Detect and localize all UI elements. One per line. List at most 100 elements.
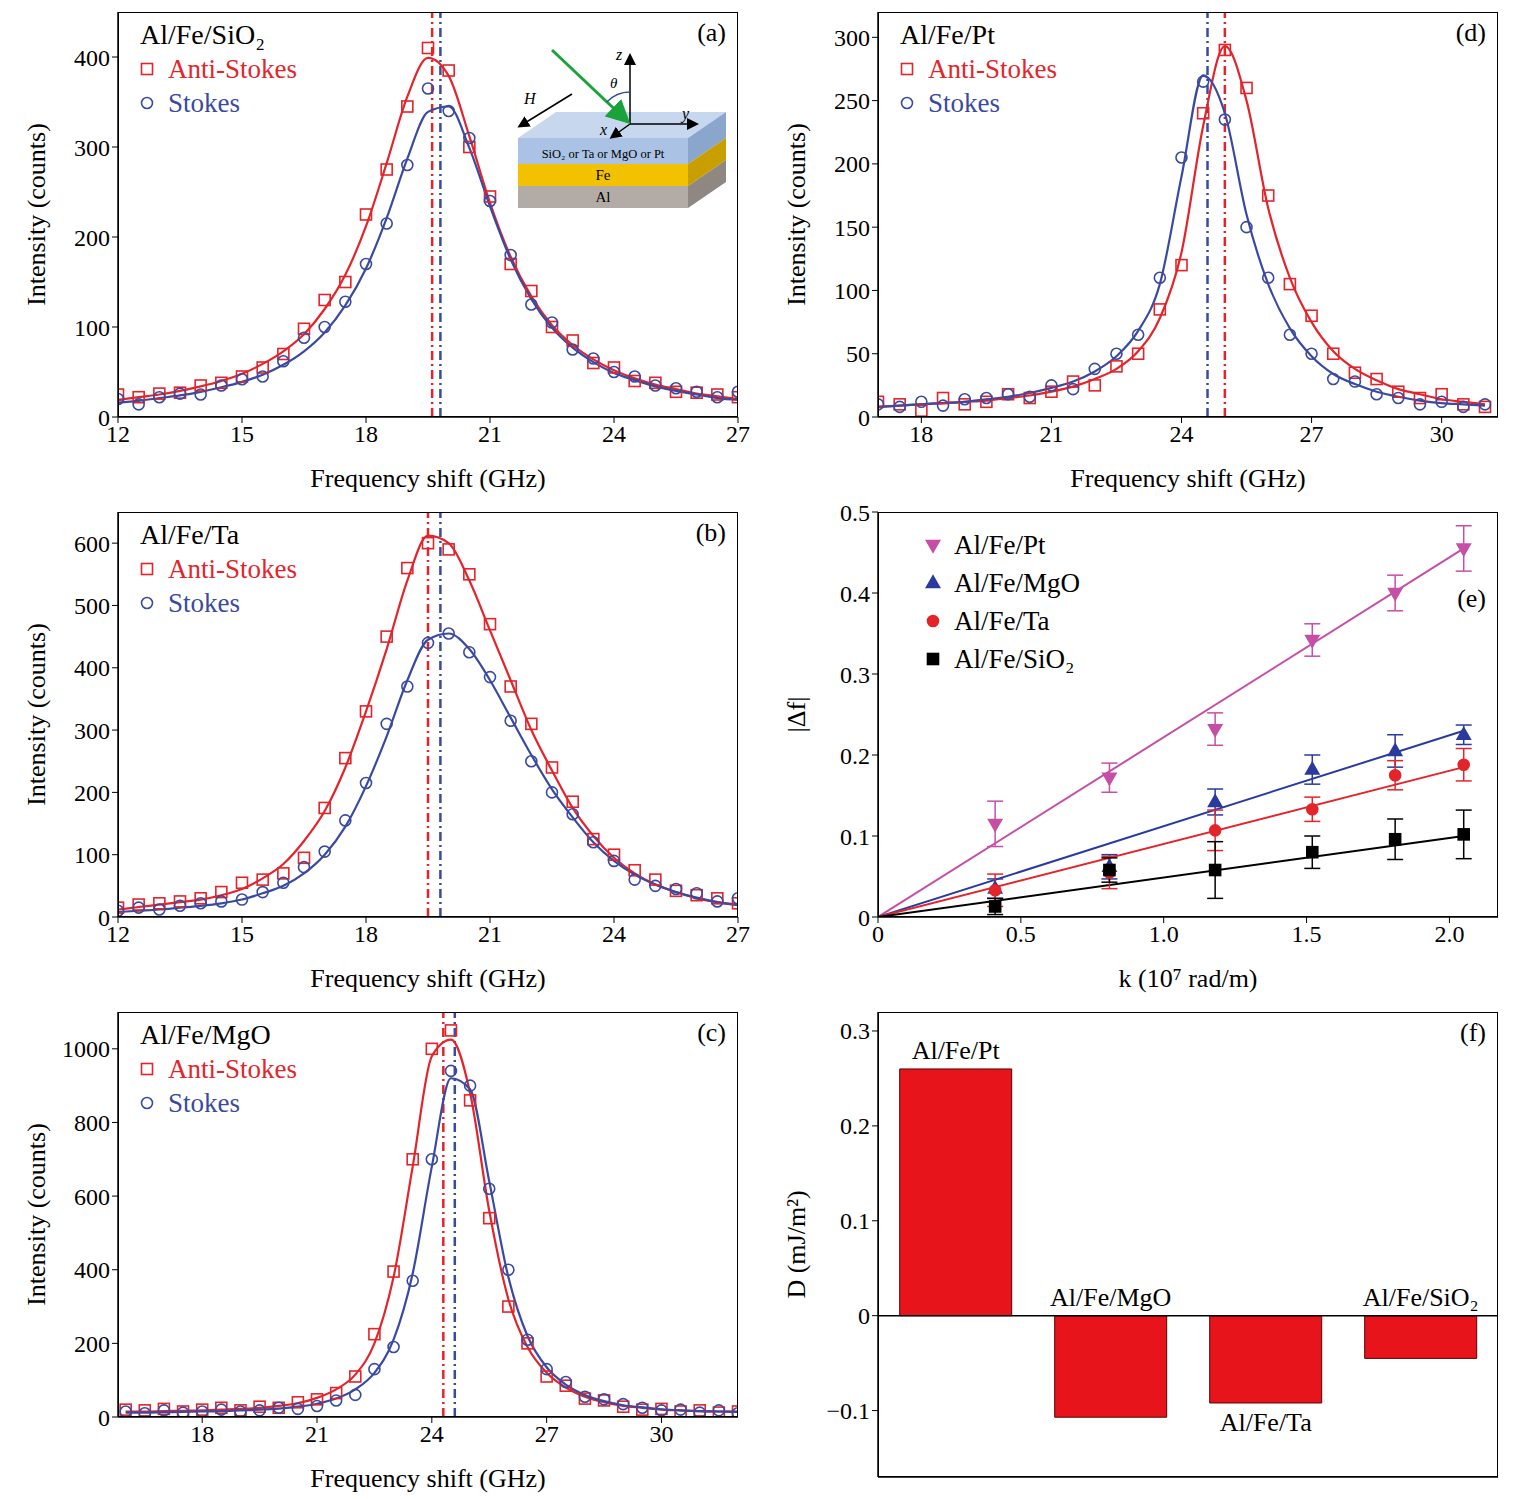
svg-text:0.1: 0.1 — [840, 1208, 870, 1234]
svg-text:800: 800 — [74, 1110, 110, 1136]
svg-text:Fe: Fe — [596, 167, 611, 183]
svg-text:1.5: 1.5 — [1292, 921, 1322, 947]
svg-text:1000: 1000 — [62, 1036, 110, 1062]
svg-text:H: H — [523, 90, 537, 107]
svg-text:Al/Fe/Ta: Al/Fe/Ta — [1220, 1408, 1313, 1437]
svg-text:0: 0 — [858, 1303, 870, 1329]
svg-text:0.5: 0.5 — [1006, 921, 1036, 947]
html-text:Al/Fe/MgO: Al/Fe/MgO — [954, 568, 1080, 598]
svg-text:50: 50 — [846, 341, 870, 367]
svg-text:0: 0 — [98, 905, 110, 931]
svg-text:27: 27 — [535, 1421, 559, 1447]
svg-text:24: 24 — [602, 421, 626, 447]
svg-text:Al: Al — [596, 189, 611, 205]
html-text:Anti-Stokes: Anti-Stokes — [168, 54, 297, 84]
svg-text:150: 150 — [834, 215, 870, 241]
svg-text:30: 30 — [649, 1421, 673, 1447]
svg-text:0.2: 0.2 — [840, 1113, 870, 1139]
svg-text:0.1: 0.1 — [840, 824, 870, 850]
svg-text:Frequency shift (GHz): Frequency shift (GHz) — [310, 464, 545, 493]
html-text:Stokes: Stokes — [928, 88, 1000, 118]
html-text:Al/Fe/Pt: Al/Fe/Pt — [900, 19, 995, 50]
svg-text:600: 600 — [74, 1184, 110, 1210]
html-text:Al/Fe/Pt: Al/Fe/Pt — [954, 530, 1046, 560]
svg-text:Frequency shift (GHz): Frequency shift (GHz) — [310, 1464, 545, 1493]
svg-text:27: 27 — [726, 921, 750, 947]
svg-text:18: 18 — [354, 921, 378, 947]
svg-text:24: 24 — [1169, 421, 1193, 447]
svg-text:18: 18 — [354, 421, 378, 447]
svg-text:0: 0 — [858, 405, 870, 431]
svg-text:θ: θ — [610, 75, 618, 91]
svg-text:300: 300 — [834, 25, 870, 51]
svg-text:24: 24 — [420, 1421, 444, 1447]
svg-text:2.0: 2.0 — [1434, 921, 1464, 947]
svg-text:27: 27 — [1300, 421, 1324, 447]
svg-text:15: 15 — [230, 921, 254, 947]
svg-text:y: y — [680, 105, 690, 123]
svg-text:0: 0 — [98, 405, 110, 431]
html-text:Anti-Stokes: Anti-Stokes — [168, 554, 297, 584]
svg-text:15: 15 — [230, 421, 254, 447]
svg-text:100: 100 — [834, 278, 870, 304]
svg-text:0.4: 0.4 — [840, 581, 870, 607]
svg-text:500: 500 — [74, 593, 110, 619]
svg-text:|Δf|: |Δf| — [782, 697, 811, 733]
svg-text:Al/Fe/SiO₂: Al/Fe/SiO₂ — [1363, 1283, 1479, 1312]
svg-text:0: 0 — [98, 1405, 110, 1431]
svg-text:0.5: 0.5 — [840, 500, 870, 526]
svg-text:21: 21 — [305, 1421, 329, 1447]
svg-text:Intensity (counts): Intensity (counts) — [22, 123, 51, 306]
html-text:Al/Fe/MgO: Al/Fe/MgO — [140, 1019, 271, 1050]
svg-text:21: 21 — [478, 921, 502, 947]
svg-text:250: 250 — [834, 88, 870, 114]
svg-text:Al/Fe/Pt: Al/Fe/Pt — [912, 1036, 1001, 1065]
svg-text:Al/Fe/MgO: Al/Fe/MgO — [1050, 1283, 1171, 1312]
svg-text:0.2: 0.2 — [840, 743, 870, 769]
svg-text:400: 400 — [74, 655, 110, 681]
svg-text:100: 100 — [74, 315, 110, 341]
html-text:Al/Fe/Ta: Al/Fe/Ta — [954, 606, 1050, 636]
svg-text:k (10⁷ rad/m): k (10⁷ rad/m) — [1118, 964, 1257, 993]
svg-text:21: 21 — [478, 421, 502, 447]
svg-text:0.3: 0.3 — [840, 662, 870, 688]
html-text:Al/Fe/SiO₂: Al/Fe/SiO₂ — [140, 19, 265, 50]
svg-text:300: 300 — [74, 718, 110, 744]
svg-text:200: 200 — [74, 225, 110, 251]
svg-text:1.0: 1.0 — [1149, 921, 1179, 947]
svg-text:21: 21 — [1039, 421, 1063, 447]
svg-text:300: 300 — [74, 135, 110, 161]
svg-text:18: 18 — [909, 421, 933, 447]
svg-text:600: 600 — [74, 531, 110, 557]
svg-text:27: 27 — [726, 421, 750, 447]
html-text:Anti-Stokes: Anti-Stokes — [168, 1054, 297, 1084]
svg-text:18: 18 — [190, 1421, 214, 1447]
svg-text:Intensity (counts): Intensity (counts) — [22, 623, 51, 806]
html-text:Stokes: Stokes — [168, 88, 240, 118]
svg-text:30: 30 — [1430, 421, 1454, 447]
svg-text:x: x — [599, 121, 607, 138]
svg-text:200: 200 — [74, 1331, 110, 1357]
svg-text:−0.1: −0.1 — [826, 1398, 870, 1424]
svg-text:z: z — [615, 46, 623, 63]
svg-text:0: 0 — [872, 921, 884, 947]
svg-text:Frequency shift (GHz): Frequency shift (GHz) — [310, 964, 545, 993]
html-text:Anti-Stokes: Anti-Stokes — [928, 54, 1057, 84]
svg-text:200: 200 — [834, 151, 870, 177]
svg-text:Frequency shift (GHz): Frequency shift (GHz) — [1070, 464, 1305, 493]
svg-text:D (mJ/m²): D (mJ/m²) — [782, 1190, 811, 1298]
svg-text:400: 400 — [74, 45, 110, 71]
svg-text:200: 200 — [74, 780, 110, 806]
svg-text:0.3: 0.3 — [840, 1018, 870, 1044]
svg-text:0: 0 — [858, 905, 870, 931]
html-text:Al/Fe/SiO₂: Al/Fe/SiO₂ — [954, 644, 1075, 674]
html-text:Stokes: Stokes — [168, 588, 240, 618]
svg-text:Intensity (counts): Intensity (counts) — [782, 123, 811, 306]
svg-text:24: 24 — [602, 921, 626, 947]
html-text:Stokes: Stokes — [168, 1088, 240, 1118]
svg-text:100: 100 — [74, 842, 110, 868]
svg-text:Intensity (counts): Intensity (counts) — [22, 1123, 51, 1306]
svg-text:SiO₂ or Ta or MgO or Pt: SiO₂ or Ta or MgO or Pt — [542, 147, 665, 161]
svg-text:400: 400 — [74, 1257, 110, 1283]
html-text:Al/Fe/Ta: Al/Fe/Ta — [140, 519, 240, 550]
